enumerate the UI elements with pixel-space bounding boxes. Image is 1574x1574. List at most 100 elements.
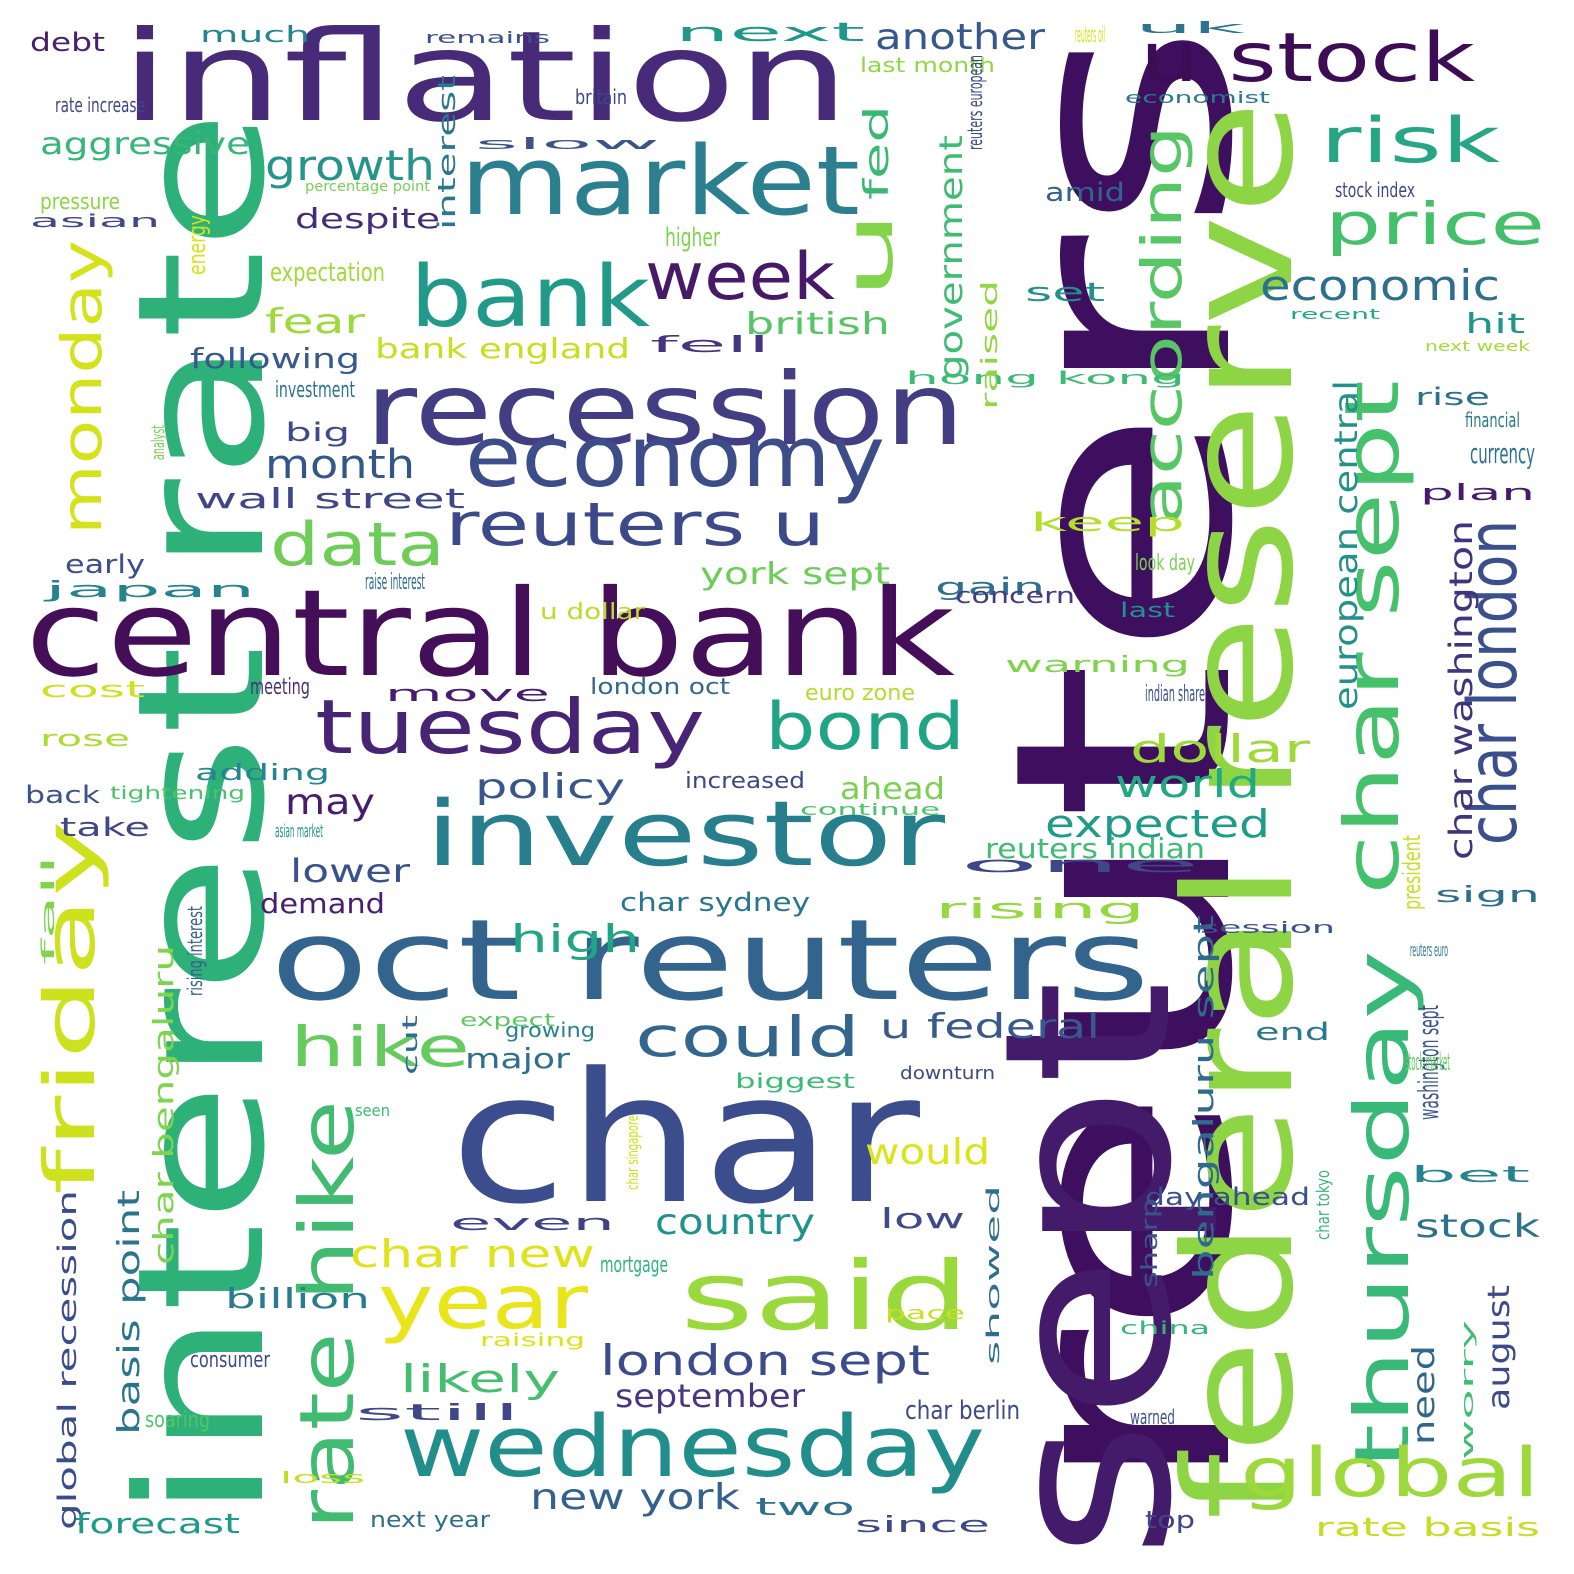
word-cloud-word: raised	[978, 279, 1003, 410]
word-cloud-word: aggressive	[40, 127, 251, 162]
word-cloud-word: low	[880, 1202, 966, 1235]
word-cloud-word: need	[1407, 1344, 1442, 1445]
word-cloud-word: expect	[460, 1010, 556, 1031]
word-cloud-word: government	[932, 135, 970, 380]
word-cloud-word: one	[960, 853, 1201, 878]
word-cloud-word: last	[1120, 598, 1176, 622]
word-cloud-word: stock index	[1335, 178, 1416, 202]
word-cloud-word: would	[865, 1132, 991, 1173]
word-cloud-word: london sept	[600, 1336, 931, 1385]
word-cloud-word: warning	[1005, 653, 1191, 678]
word-cloud-word: rate basis	[1315, 1513, 1541, 1543]
word-cloud-word: even	[450, 1211, 616, 1236]
word-cloud-word: fall	[38, 854, 59, 965]
word-cloud-word: another	[875, 17, 1046, 58]
word-cloud-word: char tokyo	[1313, 1169, 1334, 1240]
word-cloud-word: expected	[1045, 802, 1271, 846]
word-cloud-word: central bank	[25, 565, 956, 704]
word-cloud-word: economic	[1260, 261, 1501, 310]
word-cloud-word: fed	[857, 104, 897, 200]
word-cloud-word: asian	[30, 211, 161, 232]
word-cloud-word: cut	[398, 1014, 422, 1075]
word-cloud-word: wednesday	[400, 1398, 986, 1497]
word-cloud-word: remains	[425, 28, 551, 47]
word-cloud-word: hike	[290, 1015, 471, 1079]
word-cloud-word: early	[65, 550, 146, 580]
word-cloud-word: char washington	[1442, 520, 1480, 860]
word-cloud-word: may	[285, 782, 376, 823]
word-cloud-word: reuters oil	[1075, 23, 1106, 48]
word-cloud-word: next year	[370, 1508, 491, 1533]
word-cloud-word: recent	[1290, 307, 1380, 323]
word-cloud-word: showed	[983, 1184, 1004, 1365]
word-cloud-word: uk	[1135, 18, 1245, 37]
word-cloud-word: warned	[1130, 1405, 1176, 1429]
word-cloud-word: investor	[425, 782, 945, 887]
word-cloud-word: rate increase	[55, 93, 146, 117]
word-cloud-word: china	[1120, 1318, 1211, 1339]
word-cloud-word: since	[855, 1513, 991, 1538]
word-cloud-word: said	[680, 1242, 971, 1352]
word-cloud-word: next	[675, 18, 866, 48]
word-cloud-word: country	[655, 1202, 815, 1243]
word-cloud-word: tightening	[110, 783, 246, 804]
word-cloud-word: take	[60, 813, 151, 843]
word-cloud-word: sharp	[1138, 1197, 1163, 1288]
word-cloud-word: higher	[665, 223, 721, 253]
word-cloud-word: move	[385, 682, 551, 707]
word-cloud-word: cost	[40, 678, 146, 703]
word-cloud-word: rise	[1415, 383, 1491, 411]
word-cloud-word: asian market	[275, 821, 324, 842]
word-cloud-word: debt	[30, 28, 106, 58]
word-cloud-word: british	[745, 307, 890, 342]
word-cloud-word: world	[1115, 762, 1261, 806]
word-cloud-word: economist	[1125, 88, 1270, 107]
word-cloud-word: session	[1200, 918, 1336, 937]
word-cloud-word: char	[450, 1035, 921, 1244]
word-cloud-word: pressure	[40, 190, 121, 215]
word-cloud-word: u stock	[1140, 19, 1475, 98]
word-cloud-word: policy	[475, 767, 626, 807]
word-cloud-word: analyst	[148, 424, 169, 460]
word-cloud-word: amid	[1045, 178, 1126, 208]
word-cloud-word: inflation	[120, 5, 851, 150]
word-cloud-word: concern	[955, 584, 1076, 609]
word-cloud-word: day ahead	[1145, 1183, 1311, 1211]
word-cloud-word: major	[465, 1042, 571, 1075]
word-cloud-word: following	[190, 342, 361, 375]
word-cloud-word: forecast	[75, 1507, 241, 1540]
word-cloud-word: likely	[400, 1357, 561, 1401]
word-cloud-word: demand	[260, 887, 385, 920]
word-cloud-word: consumer	[190, 1348, 271, 1373]
word-cloud-word: could	[635, 1005, 861, 1069]
word-cloud-word: investment	[275, 378, 356, 403]
word-cloud-word: oct reuters	[270, 896, 1150, 1026]
word-cloud-word: slow	[475, 134, 660, 153]
word-cloud-word: adding	[195, 761, 331, 786]
word-cloud-word: biggest	[735, 1069, 856, 1093]
word-cloud-word: week	[645, 240, 836, 315]
word-cloud-word: price	[1325, 190, 1546, 258]
word-cloud-word: european central	[1327, 380, 1365, 710]
word-cloud-word: basis point	[112, 1189, 147, 1435]
word-cloud-word: wall street	[195, 482, 466, 515]
word-cloud-word: bengaluru sept	[1187, 914, 1220, 1280]
word-cloud-word: growing	[505, 1018, 595, 1042]
word-cloud-word: bond	[765, 690, 966, 765]
word-cloud-word: economy	[465, 408, 886, 507]
word-cloud-word: lower	[290, 852, 410, 890]
word-cloud-word: two	[755, 1493, 856, 1521]
word-cloud-word: data	[270, 510, 446, 580]
word-cloud-word: year	[378, 1258, 589, 1346]
word-cloud-word: u	[833, 209, 908, 300]
word-cloud-word: fear	[265, 302, 366, 342]
word-cloud-word: energy	[183, 215, 211, 275]
word-cloud-word: plan	[1420, 481, 1536, 506]
word-cloud-word: raise interest	[365, 570, 426, 595]
word-cloud-word: char sydney	[620, 888, 811, 918]
word-cloud-word: end	[1255, 1018, 1331, 1046]
word-cloud-word: month	[265, 442, 416, 488]
word-cloud-word: mortgage	[600, 1253, 669, 1278]
word-cloud-word: expectation	[270, 258, 386, 288]
